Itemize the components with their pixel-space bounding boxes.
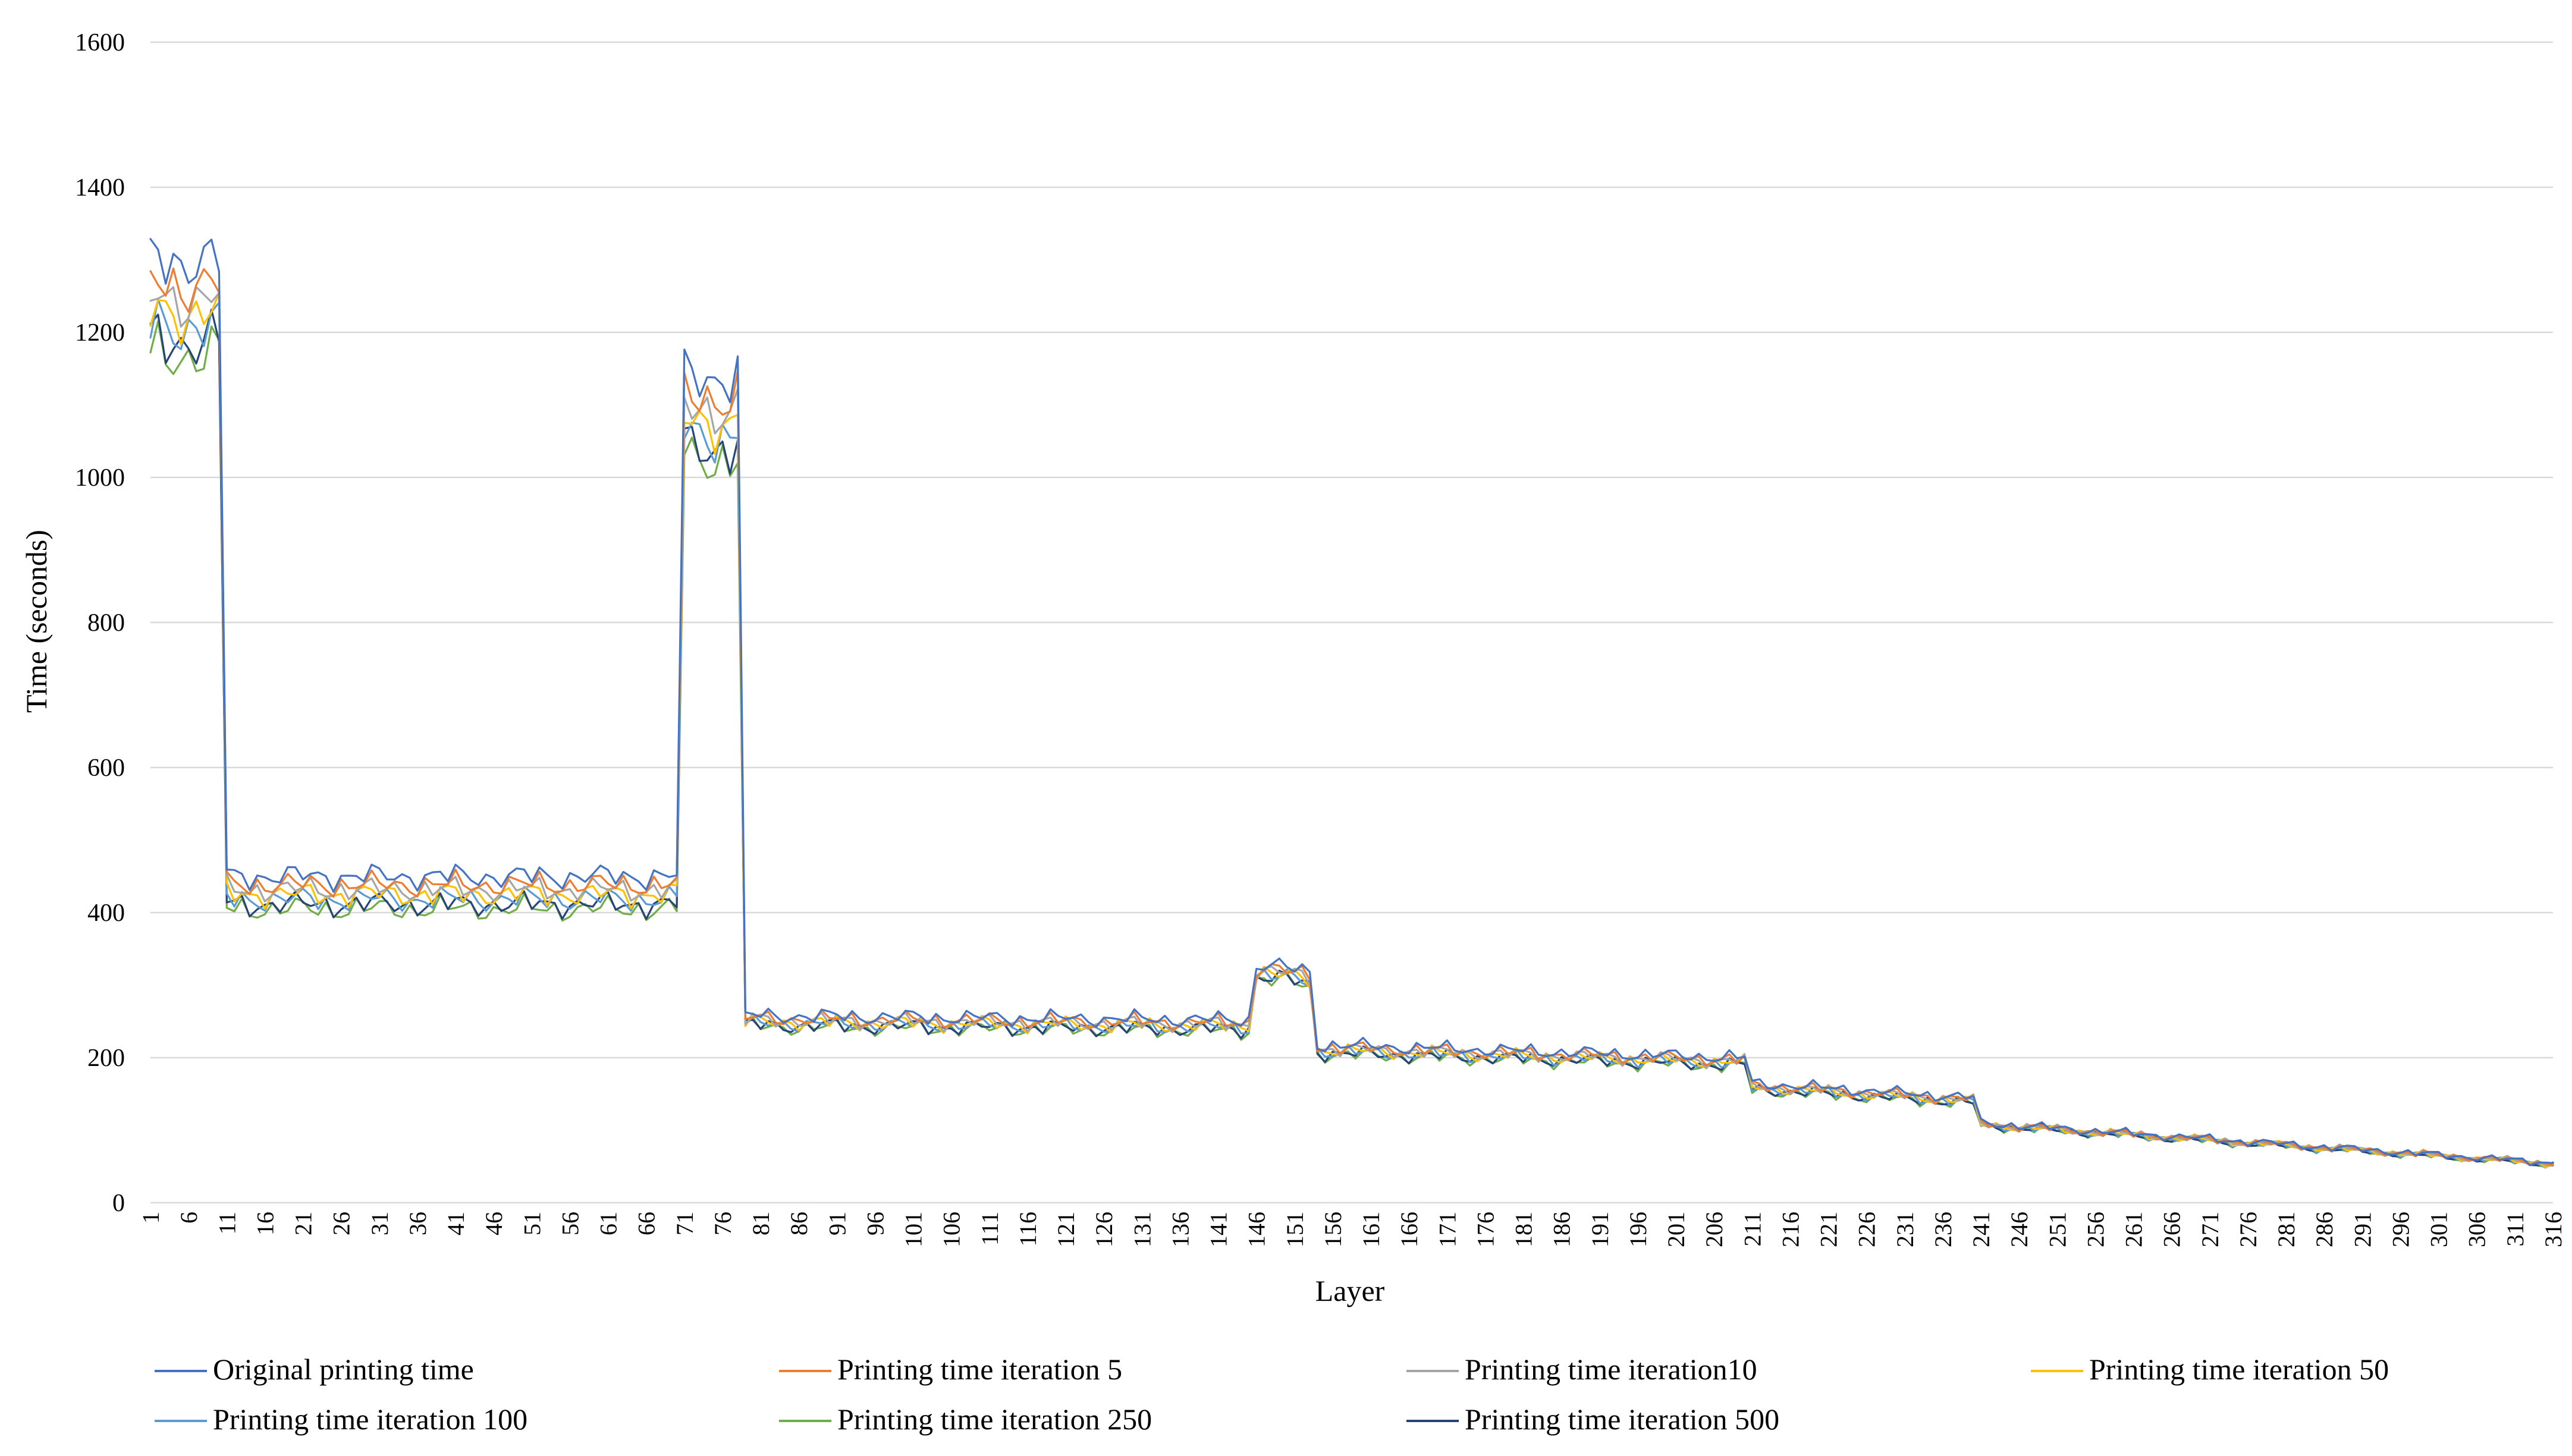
x-tick-label: 31 [366,1212,393,1235]
x-tick-label: 16 [252,1212,278,1235]
series-line-1 [149,267,2554,1166]
x-tick-label: 106 [938,1212,965,1247]
x-axis-ticks: 1 6 11 16 21 26 31 36 41 46 51 56 61 66 71 76 81 86 91 96 10… [137,1212,2567,1247]
series-line-6 [149,309,2554,1166]
y-tick-label: 1000 [75,464,125,492]
y-axis-ticks: 0 200 400 600 800 1000 1200 1400 1600 [75,29,125,1217]
x-tick-label: 91 [824,1212,850,1235]
x-tick-label: 116 [1015,1212,1041,1247]
x-tick-label: 311 [2502,1212,2529,1247]
x-tick-label: 1 [137,1212,164,1224]
legend-label-5: Printing time iteration 250 [837,1402,1152,1436]
y-tick-label: 800 [87,609,125,637]
gridlines [150,41,2553,1204]
x-tick-label: 131 [1129,1212,1155,1247]
x-tick-label: 256 [2082,1212,2109,1247]
y-tick-label: 0 [112,1190,125,1217]
x-tick-label: 171 [1434,1212,1461,1247]
x-tick-label: 266 [2159,1212,2185,1247]
y-tick-label: 1400 [75,174,125,202]
x-tick-label: 301 [2426,1212,2452,1247]
legend-label-4: Printing time iteration 100 [213,1402,527,1436]
x-tick-label: 66 [633,1212,660,1235]
series-lines [149,238,2554,1169]
x-tick-label: 246 [2006,1212,2033,1247]
x-tick-label: 81 [748,1212,774,1235]
x-tick-label: 276 [2235,1212,2262,1247]
series-line-4 [149,298,2554,1169]
legend: Original printing time Printing time iter… [155,1353,2389,1436]
x-tick-label: 161 [1358,1212,1384,1247]
series-line-0 [149,238,2554,1166]
x-tick-label: 71 [671,1212,698,1235]
series-line-3 [149,291,2554,1168]
x-tick-label: 51 [519,1212,545,1235]
x-tick-label: 226 [1854,1212,1880,1247]
x-tick-label: 251 [2044,1212,2071,1247]
legend-label-0: Original printing time [213,1353,474,1386]
x-tick-label: 111 [976,1212,1003,1246]
legend-label-1: Printing time iteration 5 [837,1353,1122,1386]
x-tick-label: 181 [1510,1212,1537,1247]
x-tick-label: 201 [1663,1212,1689,1247]
x-tick-label: 231 [1892,1212,1918,1247]
x-tick-label: 46 [481,1212,507,1235]
x-tick-label: 41 [442,1212,469,1235]
x-tick-label: 96 [862,1212,888,1235]
x-axis-title: Layer [1315,1274,1385,1307]
x-tick-label: 221 [1816,1212,1842,1247]
x-tick-label: 236 [1930,1212,1957,1247]
x-tick-label: 286 [2311,1212,2338,1247]
x-tick-label: 126 [1091,1212,1117,1247]
x-tick-label: 316 [2540,1212,2567,1247]
x-tick-label: 291 [2349,1212,2376,1247]
legend-label-6: Printing time iteration 500 [1465,1402,1779,1436]
x-tick-label: 146 [1243,1212,1270,1247]
series-line-2 [149,286,2554,1167]
x-tick-label: 21 [290,1212,317,1235]
x-tick-label: 151 [1282,1212,1308,1247]
x-tick-label: 11 [213,1212,240,1235]
y-tick-label: 200 [87,1045,125,1072]
x-tick-label: 26 [328,1212,355,1235]
x-tick-label: 271 [2197,1212,2224,1247]
series-line-5 [149,320,2554,1168]
x-tick-label: 61 [595,1212,622,1235]
x-tick-label: 156 [1320,1212,1346,1247]
x-tick-label: 136 [1167,1212,1194,1247]
legend-label-2: Printing time iteration10 [1465,1353,1757,1386]
x-tick-label: 86 [786,1212,812,1235]
legend-label-3: Printing time iteration 50 [2089,1353,2389,1386]
x-tick-label: 306 [2464,1212,2491,1247]
x-tick-label: 76 [709,1212,736,1235]
x-tick-label: 36 [404,1212,431,1235]
x-tick-label: 101 [900,1212,927,1247]
y-tick-label: 1600 [75,29,125,56]
x-tick-label: 176 [1472,1212,1499,1247]
x-tick-label: 281 [2273,1212,2300,1247]
y-axis-title: Time (seconds) [20,530,53,713]
y-tick-label: 1200 [75,319,125,347]
x-tick-label: 191 [1587,1212,1613,1247]
x-tick-label: 141 [1205,1212,1232,1247]
x-tick-label: 296 [2387,1212,2414,1247]
x-tick-label: 56 [557,1212,583,1235]
x-tick-label: 211 [1739,1212,1766,1247]
x-tick-label: 6 [175,1212,202,1224]
y-tick-label: 400 [87,900,125,927]
x-tick-label: 206 [1701,1212,1728,1247]
x-tick-label: 121 [1053,1212,1079,1247]
x-tick-label: 186 [1549,1212,1575,1247]
x-tick-label: 261 [2121,1212,2147,1247]
x-tick-label: 196 [1625,1212,1651,1247]
x-tick-label: 216 [1777,1212,1804,1247]
x-tick-label: 241 [1968,1212,1995,1247]
x-tick-label: 166 [1396,1212,1422,1247]
y-tick-label: 600 [87,754,125,782]
